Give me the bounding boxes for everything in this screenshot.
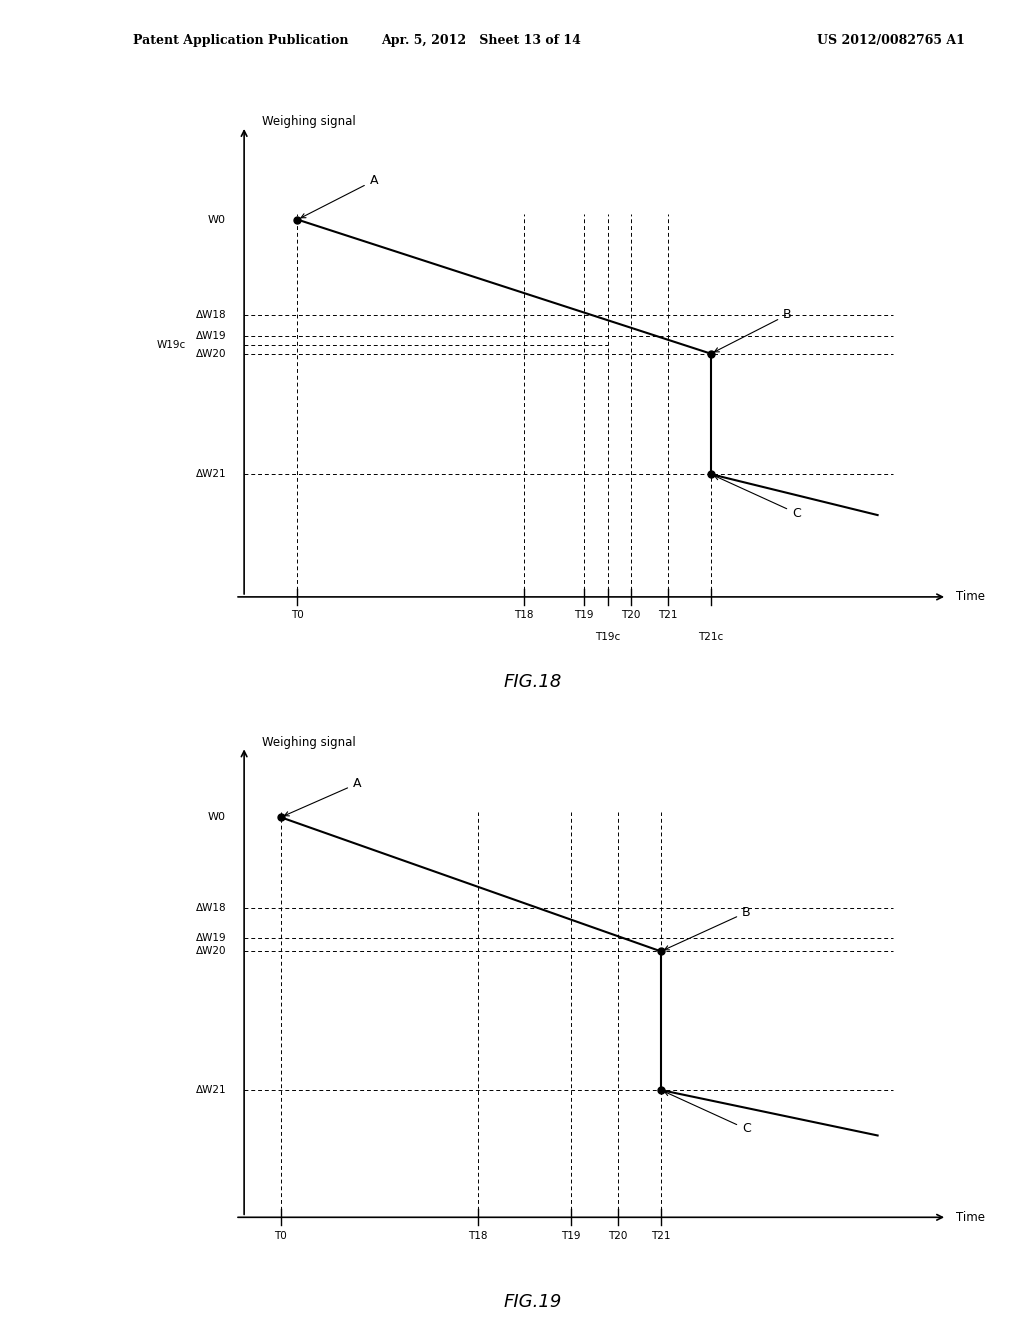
Text: A: A [301, 174, 378, 218]
Text: T19c: T19c [595, 632, 621, 642]
Text: FIG.18: FIG.18 [503, 673, 562, 690]
Text: A: A [285, 777, 361, 816]
Text: Weighing signal: Weighing signal [262, 115, 356, 128]
Text: ΔW19: ΔW19 [196, 933, 226, 942]
Text: Time: Time [956, 590, 985, 603]
Text: T19: T19 [561, 1230, 581, 1241]
Text: W0: W0 [208, 812, 226, 822]
Text: US 2012/0082765 A1: US 2012/0082765 A1 [817, 34, 965, 48]
Text: T18: T18 [468, 1230, 487, 1241]
Text: C: C [715, 475, 801, 520]
Text: B: B [715, 308, 792, 352]
Text: Apr. 5, 2012   Sheet 13 of 14: Apr. 5, 2012 Sheet 13 of 14 [381, 34, 582, 48]
Text: C: C [665, 1092, 751, 1135]
Text: B: B [665, 906, 751, 950]
Text: ΔW21: ΔW21 [196, 469, 226, 479]
Text: W19c: W19c [157, 339, 185, 350]
Text: Patent Application Publication: Patent Application Publication [133, 34, 348, 48]
Text: T20: T20 [622, 610, 641, 620]
Text: T19: T19 [574, 610, 594, 620]
Text: ΔW18: ΔW18 [196, 903, 226, 913]
Text: W0: W0 [208, 215, 226, 224]
Text: ΔW19: ΔW19 [196, 330, 226, 341]
Text: T20: T20 [608, 1230, 628, 1241]
Text: Weighing signal: Weighing signal [262, 735, 356, 748]
Text: T21c: T21c [698, 632, 724, 642]
Text: Time: Time [956, 1210, 985, 1224]
Text: ΔW21: ΔW21 [196, 1085, 226, 1096]
Text: ΔW20: ΔW20 [196, 348, 226, 359]
Text: ΔW20: ΔW20 [196, 946, 226, 957]
Text: FIG.19: FIG.19 [503, 1294, 562, 1311]
Text: ΔW18: ΔW18 [196, 310, 226, 319]
Text: T0: T0 [274, 1230, 287, 1241]
Text: T21: T21 [657, 610, 677, 620]
Text: T0: T0 [291, 610, 304, 620]
Text: T21: T21 [651, 1230, 671, 1241]
Text: T18: T18 [514, 610, 534, 620]
